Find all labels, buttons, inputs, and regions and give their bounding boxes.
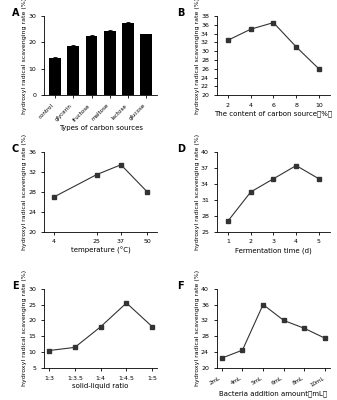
Y-axis label: hydroxyl radical scavenging rate (%): hydroxyl radical scavenging rate (%) — [22, 270, 27, 386]
X-axis label: Fermentation time (d): Fermentation time (d) — [235, 247, 312, 254]
Text: A: A — [12, 8, 20, 18]
Y-axis label: hydroxyl radical scavenging rate (%): hydroxyl radical scavenging rate (%) — [194, 134, 200, 250]
X-axis label: Types of carbon sources: Types of carbon sources — [59, 125, 143, 131]
X-axis label: The content of carbon source（%）: The content of carbon source（%） — [214, 111, 333, 117]
Text: D: D — [177, 144, 185, 154]
Y-axis label: hydroxyl radical scavenging rate (%): hydroxyl radical scavenging rate (%) — [22, 134, 27, 250]
Y-axis label: hydroxyl radical scavenging rate (%): hydroxyl radical scavenging rate (%) — [194, 0, 200, 114]
Bar — [49, 58, 61, 95]
Bar — [104, 30, 116, 95]
Text: C: C — [12, 144, 19, 154]
Text: E: E — [12, 281, 19, 291]
Bar — [86, 36, 97, 95]
X-axis label: Bacteria addition amount（mL）: Bacteria addition amount（mL） — [219, 390, 328, 397]
Y-axis label: hydroxyl radical scavenging rate (%): hydroxyl radical scavenging rate (%) — [194, 270, 200, 386]
Text: B: B — [177, 8, 184, 18]
Y-axis label: hydroxyl radical scavenging rate (%): hydroxyl radical scavenging rate (%) — [22, 0, 27, 114]
X-axis label: solid-liquid ratio: solid-liquid ratio — [72, 384, 129, 390]
X-axis label: temperature (°C): temperature (°C) — [71, 247, 130, 254]
Bar — [67, 46, 79, 95]
Bar — [122, 23, 134, 95]
Bar — [141, 34, 152, 95]
Text: F: F — [177, 281, 183, 291]
